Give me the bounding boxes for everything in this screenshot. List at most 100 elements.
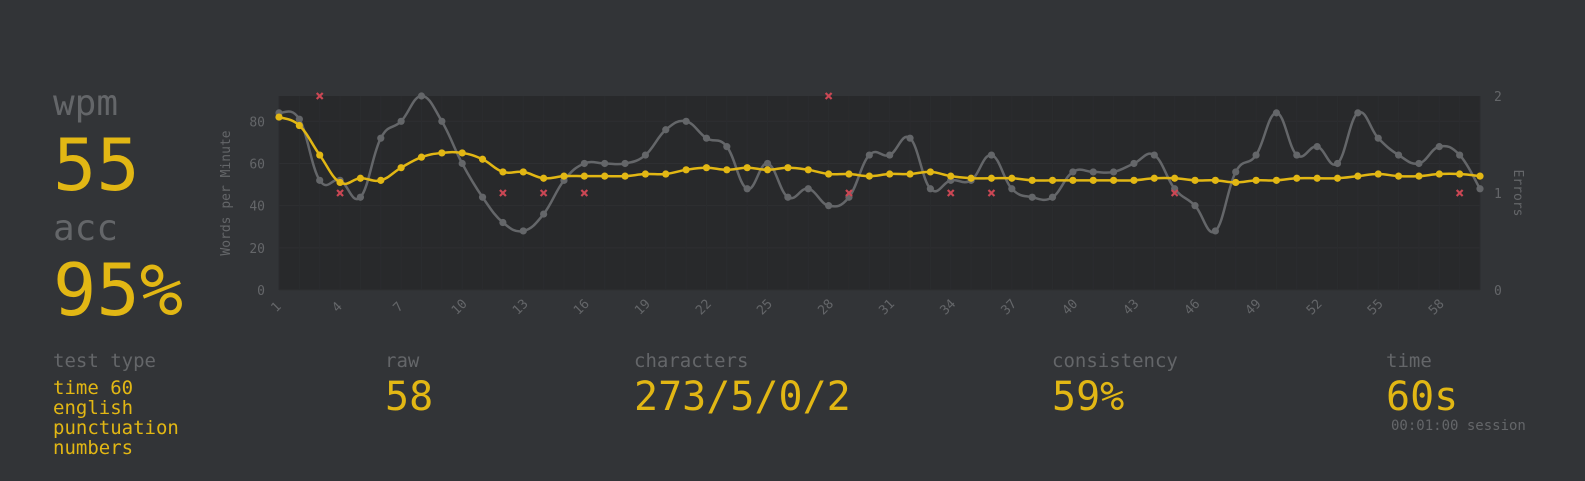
error-marker-stroke xyxy=(1455,189,1464,197)
x-tick-label: 10 xyxy=(449,297,471,319)
raw-point xyxy=(641,151,650,159)
error-marker xyxy=(336,189,344,197)
raw-point xyxy=(580,159,588,168)
raw-point xyxy=(397,117,405,125)
wpm-point xyxy=(1415,172,1423,180)
raw-point xyxy=(926,185,934,193)
wpm-point xyxy=(1069,176,1077,184)
wpm-point xyxy=(580,172,588,180)
wpm-point xyxy=(825,170,833,178)
raw-point xyxy=(1313,143,1321,151)
error-marker-stroke xyxy=(824,92,833,100)
raw-point xyxy=(540,210,548,218)
wpm-point xyxy=(1252,176,1260,184)
error-marker-stroke xyxy=(946,189,955,197)
error-marker xyxy=(1170,189,1179,197)
y2-axis-title: Errors xyxy=(1510,170,1525,217)
wpm-point xyxy=(1028,176,1036,184)
wpm-point xyxy=(438,149,446,157)
x-tick-label: 58 xyxy=(1426,297,1448,319)
wpm-point xyxy=(377,176,385,184)
error-marker-stroke xyxy=(580,189,589,197)
x-tick-label: 31 xyxy=(876,297,898,319)
wpm-point xyxy=(601,172,609,180)
error-marker xyxy=(946,189,955,197)
wpm-point xyxy=(1089,176,1097,184)
raw-point xyxy=(499,218,507,227)
error-marker xyxy=(987,189,996,197)
raw-point xyxy=(621,159,629,168)
test-type-label: test type xyxy=(53,350,156,372)
acc-label: acc xyxy=(53,208,119,249)
wpm-point xyxy=(1293,174,1301,182)
error-marker xyxy=(824,92,833,100)
raw-value: 58 xyxy=(385,374,434,420)
raw-point xyxy=(377,134,385,142)
x-tick-label: 34 xyxy=(937,297,959,319)
raw-point xyxy=(682,117,690,125)
raw-point xyxy=(1130,159,1138,168)
raw-point xyxy=(1394,151,1403,159)
raw-point xyxy=(865,151,873,159)
wpm-point xyxy=(336,178,344,187)
raw-point xyxy=(906,134,914,142)
wpm-point xyxy=(1171,174,1179,182)
raw-point xyxy=(1374,134,1382,142)
wpm-point xyxy=(641,170,650,178)
raw-point xyxy=(723,143,731,151)
raw-point xyxy=(356,193,365,201)
y-tick-label: 40 xyxy=(249,200,265,215)
raw-point xyxy=(417,92,426,100)
x-tick-label: 19 xyxy=(632,297,654,319)
raw-point xyxy=(1008,185,1016,193)
x-tick-label: 16 xyxy=(571,297,593,319)
wpm-point xyxy=(682,166,690,174)
x-tick-label: 37 xyxy=(999,297,1021,319)
error-marker xyxy=(539,189,548,197)
raw-label: raw xyxy=(385,350,420,372)
wpm-point xyxy=(316,151,324,159)
x-tick-label: 43 xyxy=(1121,297,1143,319)
raw-point xyxy=(743,185,751,193)
wpm-point xyxy=(702,164,711,172)
test-type-values: time 60 english punctuation numbers xyxy=(53,378,179,458)
wpm-point xyxy=(1313,174,1321,182)
raw-point xyxy=(1150,151,1158,159)
wpm-point xyxy=(1476,172,1484,180)
raw-point xyxy=(316,176,324,184)
raw-point xyxy=(1456,151,1464,159)
raw-point xyxy=(763,159,772,168)
raw-point xyxy=(1272,109,1281,117)
wpm-point xyxy=(1191,176,1199,184)
x-tick-label: 55 xyxy=(1365,297,1387,319)
test-type-language: english xyxy=(53,397,134,419)
wpm-point xyxy=(1374,170,1382,178)
raw-point xyxy=(662,126,670,134)
wpm-value: 55 xyxy=(53,123,140,207)
error-marker-stroke xyxy=(499,189,507,197)
y-tick-label: 80 xyxy=(249,115,265,130)
wpm-point xyxy=(886,170,894,178)
raw-point xyxy=(1354,109,1362,117)
error-marker xyxy=(1455,189,1464,197)
raw-point xyxy=(1333,159,1342,168)
x-tick-label: 40 xyxy=(1060,297,1082,319)
wpm-point xyxy=(458,149,466,157)
raw-point xyxy=(1089,168,1097,176)
wpm-point xyxy=(1150,174,1158,182)
y-tick-label: 0 xyxy=(257,284,265,299)
wpm-point xyxy=(540,174,548,182)
wpm-label: wpm xyxy=(53,83,119,124)
characters-label: characters xyxy=(634,350,749,372)
wpm-point xyxy=(1435,170,1443,178)
wpm-point xyxy=(560,172,568,180)
session-duration: 00:01:00 session xyxy=(1391,418,1526,434)
x-tick-label: 25 xyxy=(754,297,776,319)
chart-grid xyxy=(278,96,1481,291)
chart-series xyxy=(275,92,1484,235)
wpm-point xyxy=(499,168,507,176)
error-marker-stroke xyxy=(987,189,996,197)
wpm-point xyxy=(1354,172,1362,180)
raw-point xyxy=(1415,159,1423,168)
